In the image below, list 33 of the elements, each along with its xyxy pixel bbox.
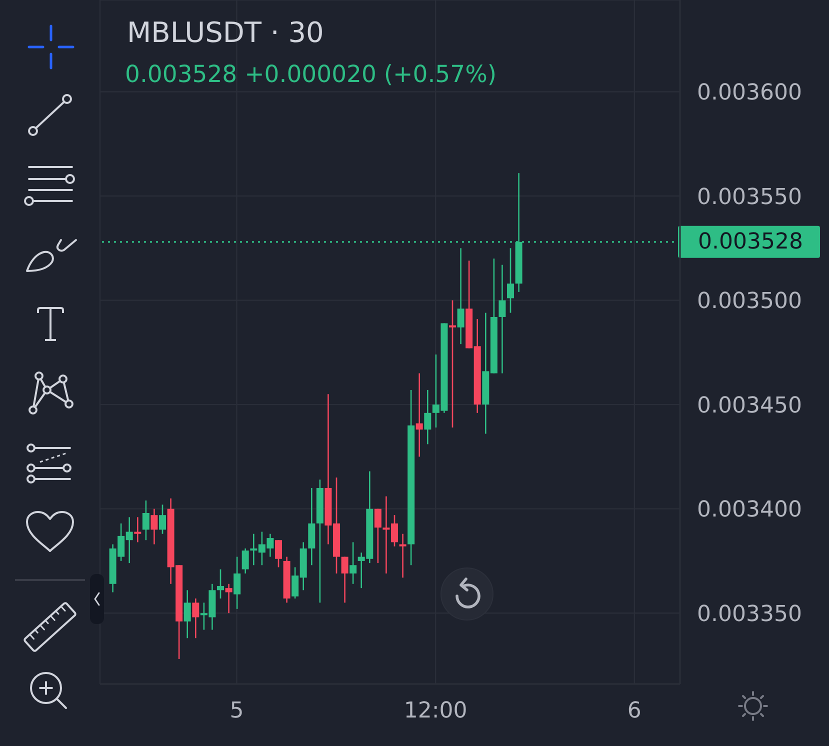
- candlestick: [192, 598, 200, 639]
- candlestick: [507, 248, 514, 314]
- candlestick: [449, 300, 456, 428]
- text: 0.003528 +0.000020 (+0.57%): [125, 60, 497, 88]
- x-tick-label: 5: [230, 698, 244, 724]
- candlestick: [498, 264, 506, 374]
- y-tick-label: 0.003500: [697, 289, 802, 314]
- candlestick: [457, 248, 464, 345]
- x-tick-label: 6: [627, 698, 642, 724]
- candlestick: [424, 389, 432, 445]
- candlestick: [159, 504, 166, 535]
- candlestick: [217, 568, 224, 600]
- candlestick: [416, 372, 423, 458]
- candlestick: [341, 556, 348, 604]
- candlestick: [242, 548, 249, 574]
- candlestick: [150, 508, 158, 545]
- x-tick-label: 12:00: [404, 698, 468, 724]
- candlestick: [275, 539, 282, 568]
- y-tick-label: 0.003450: [697, 393, 802, 418]
- candlestick: [374, 508, 382, 564]
- y-tick-label: 0.003600: [697, 80, 802, 106]
- y-tick-label: 0.003350: [697, 602, 802, 627]
- text: MBLUSDT · 30: [127, 16, 324, 49]
- candlestick: [350, 542, 357, 585]
- candlestick: [184, 590, 191, 639]
- candlestick: [134, 516, 142, 543]
- candlestick: [225, 583, 232, 614]
- ref-line-label: 0.003528: [698, 229, 803, 254]
- y-tick-label: 0.003400: [697, 498, 802, 523]
- y-tick-label: 0.003550: [697, 184, 802, 210]
- candlestick: [234, 556, 241, 610]
- candlestick: [399, 533, 406, 578]
- candlestick: [142, 500, 150, 541]
